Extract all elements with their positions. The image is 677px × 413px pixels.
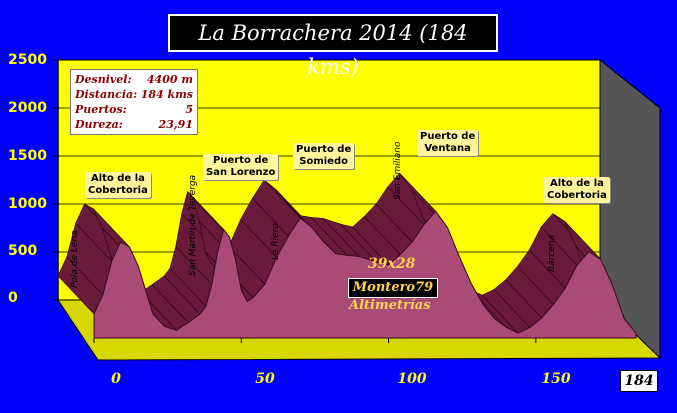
credit-size: 39x28 [368, 256, 416, 272]
peak-line: Puerto de [420, 131, 476, 142]
x-end-label: 184 [620, 370, 658, 392]
y-tick-label: 1500 [8, 148, 47, 164]
peak-label-ventana: Puerto de Ventana [417, 130, 479, 156]
stat-row-desnivel: Desnivel: 4400 m [75, 72, 193, 87]
stats-box: Desnivel: 4400 m Distancia: 184 kms Puerto… [70, 69, 198, 135]
peak-line: Puerto de [296, 144, 352, 155]
stat-label: Puertos: [75, 103, 127, 116]
peak-line: Alto de la [549, 178, 604, 189]
stat-label: Distancia: [75, 88, 138, 101]
stat-label: Dureza: [75, 118, 123, 131]
place-label-san-emiliano: San Emiliano [393, 141, 403, 200]
stat-value: 23,91 [158, 118, 193, 131]
peak-label-cobertoria-1: Alto de la Cobertoria [85, 172, 151, 198]
chart-title: La Borrachera 2014 (184 kms) [168, 14, 498, 79]
place-label-pola-de-lena: Pola de Lena [70, 230, 80, 288]
peak-line: Alto de la [90, 173, 145, 184]
x-tick-label: 50 [255, 371, 275, 387]
stat-value: 5 [185, 103, 193, 116]
stat-label: Desnivel: [75, 73, 132, 86]
peak-line: Cobertoria [547, 190, 607, 201]
peak-label-san-lorenzo: Puerto de San Lorenzo [203, 154, 279, 180]
credit-author: Montero79 [348, 278, 438, 298]
y-tick-label: 0 [8, 290, 18, 306]
y-tick-label: 1000 [8, 196, 47, 212]
stat-row-dureza: Dureza: 23,91 [75, 117, 193, 132]
peak-line: Cobertoria [88, 185, 148, 196]
peak-line: Ventana [424, 143, 471, 154]
peak-line: Puerto de [213, 155, 269, 166]
peak-line: Somiedo [299, 156, 348, 167]
peak-label-cobertoria-2: Alto de la Cobertoria [544, 177, 610, 203]
stat-row-puertos: Puertos: 5 [75, 102, 193, 117]
stat-value: 184 kms [140, 88, 193, 101]
y-tick-label: 2000 [8, 100, 47, 116]
place-label-san-martin: San Martín de Teverga [188, 174, 198, 276]
profile-area [93, 210, 637, 339]
x-tick-label: 100 [397, 371, 427, 387]
y-tick-label: 500 [8, 243, 38, 259]
stat-row-distancia: Distancia: 184 kms [75, 87, 193, 102]
peak-line: San Lorenzo [206, 167, 276, 178]
x-tick-label: 150 [541, 371, 571, 387]
place-label-la-riera: La Riera [271, 223, 281, 260]
y-tick-label: 2500 [8, 52, 47, 68]
peak-label-somiedo: Puerto de Somiedo [293, 143, 355, 169]
place-label-barcena: Bárcena [547, 234, 557, 272]
x-tick-label: 0 [111, 371, 121, 387]
credit-source: Altimetrías [349, 298, 431, 313]
stat-value: 4400 m [146, 73, 193, 86]
